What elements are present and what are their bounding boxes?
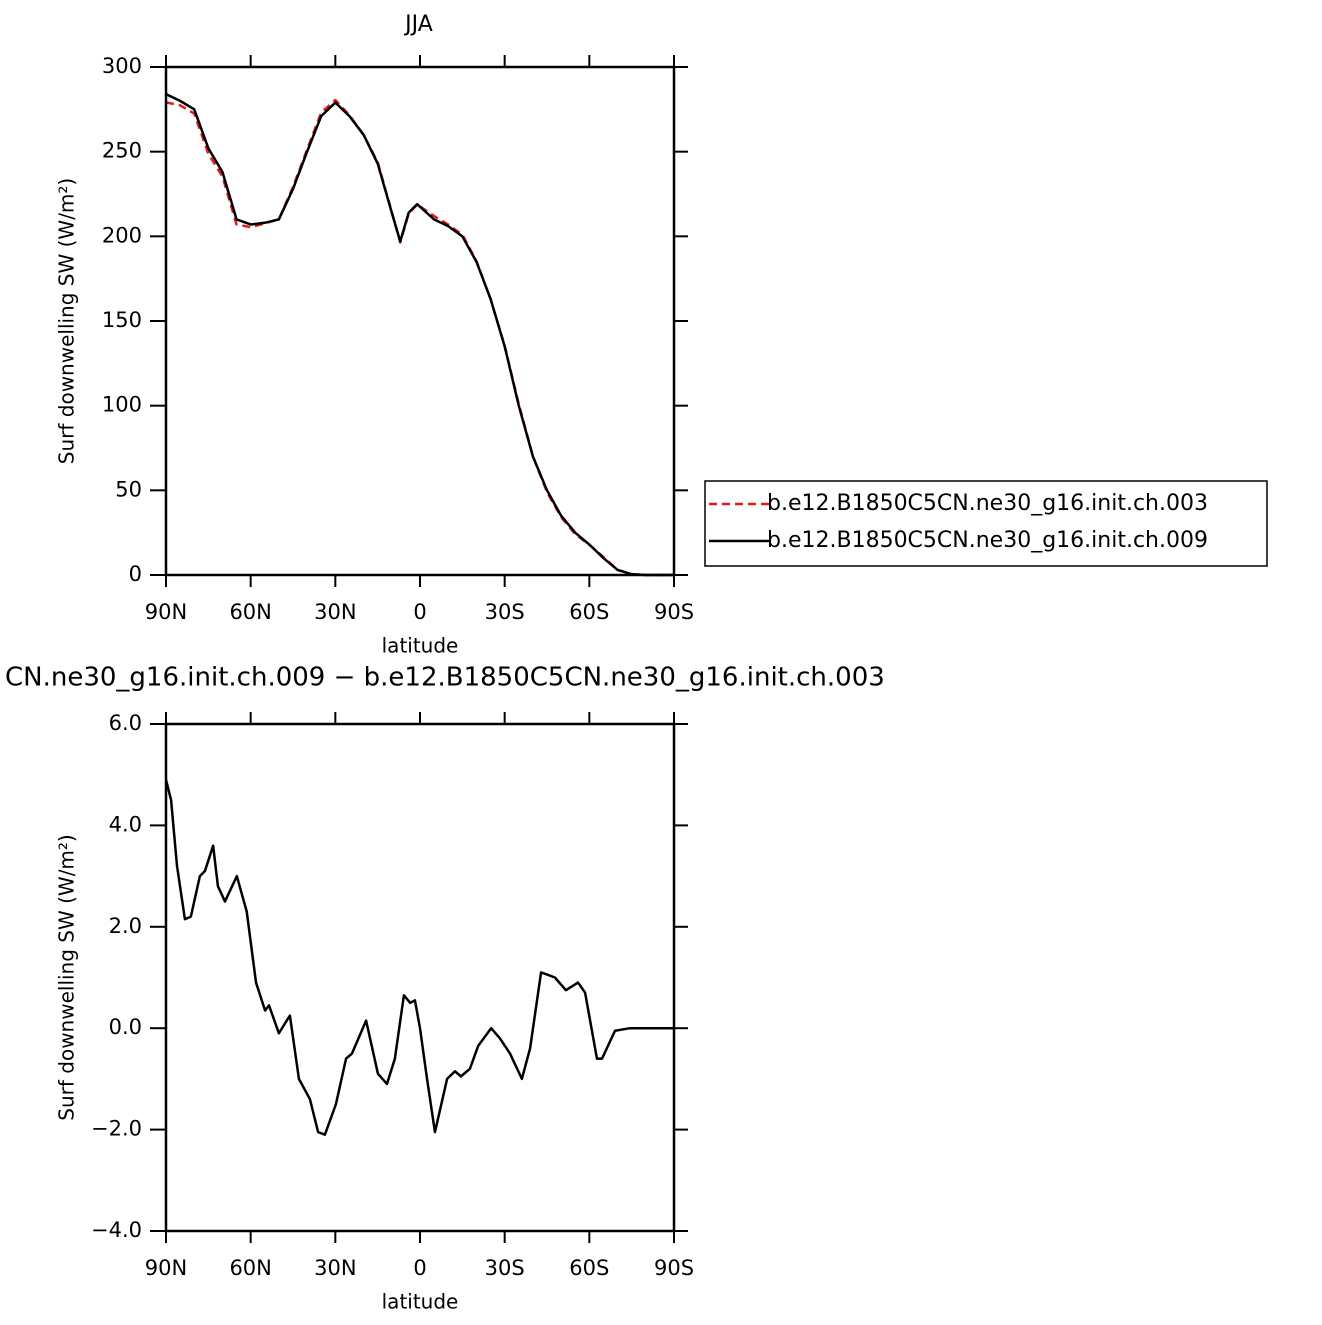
y-tick-label: 150 (102, 308, 142, 332)
x-tick-label: 90N (145, 600, 187, 624)
legend-label: b.e12.B1850C5CN.ne30_g16.init.ch.003 (767, 491, 1208, 516)
y-axis-label: Surf downwelling SW (W/m²) (55, 178, 79, 464)
x-tick-label: 30N (314, 600, 356, 624)
x-tick-label: 60S (569, 1256, 609, 1280)
plot-frame (164, 65, 676, 577)
y-tick-label: 4.0 (109, 812, 142, 836)
x-tick-label: 30S (485, 1256, 525, 1280)
y-tick-label: 0.0 (109, 1015, 142, 1039)
data-line (164, 779, 674, 1136)
y-tick-label: −2.0 (91, 1117, 142, 1141)
x-tick-label: 0 (413, 1256, 426, 1280)
y-tick-label: 100 (102, 393, 142, 417)
y-tick-label: 300 (102, 54, 142, 78)
legend-box (704, 480, 1268, 567)
data-line (165, 98, 674, 577)
plot-frame (164, 722, 676, 1233)
x-axis-label: latitude (382, 1290, 459, 1314)
y-tick-label: 2.0 (109, 914, 142, 938)
y-tick-label: 6.0 (109, 711, 142, 735)
y-tick-label: 200 (102, 223, 142, 247)
legend-label: b.e12.B1850C5CN.ne30_g16.init.ch.009 (767, 528, 1208, 553)
y-tick-label: 50 (115, 477, 142, 501)
x-axis-label: latitude (382, 634, 459, 658)
y-tick-label: 250 (102, 139, 142, 163)
data-line (165, 92, 674, 577)
x-tick-label: 90S (654, 600, 694, 624)
chart-title: CN.ne30_g16.init.ch.009 − b.e12.B1850C5C… (5, 663, 885, 693)
chart-title: JJA (403, 12, 433, 37)
x-tick-label: 90N (145, 1256, 187, 1280)
y-tick-label: −4.0 (91, 1218, 142, 1242)
y-axis-label: Surf downwelling SW (W/m²) (55, 834, 79, 1120)
y-tick-label: 0 (129, 562, 142, 586)
x-tick-label: 60S (569, 600, 609, 624)
x-tick-label: 30N (314, 1256, 356, 1280)
x-tick-label: 0 (413, 600, 426, 624)
x-tick-label: 90S (654, 1256, 694, 1280)
x-tick-label: 60N (229, 1256, 271, 1280)
x-tick-label: 30S (485, 600, 525, 624)
x-tick-label: 60N (229, 600, 271, 624)
